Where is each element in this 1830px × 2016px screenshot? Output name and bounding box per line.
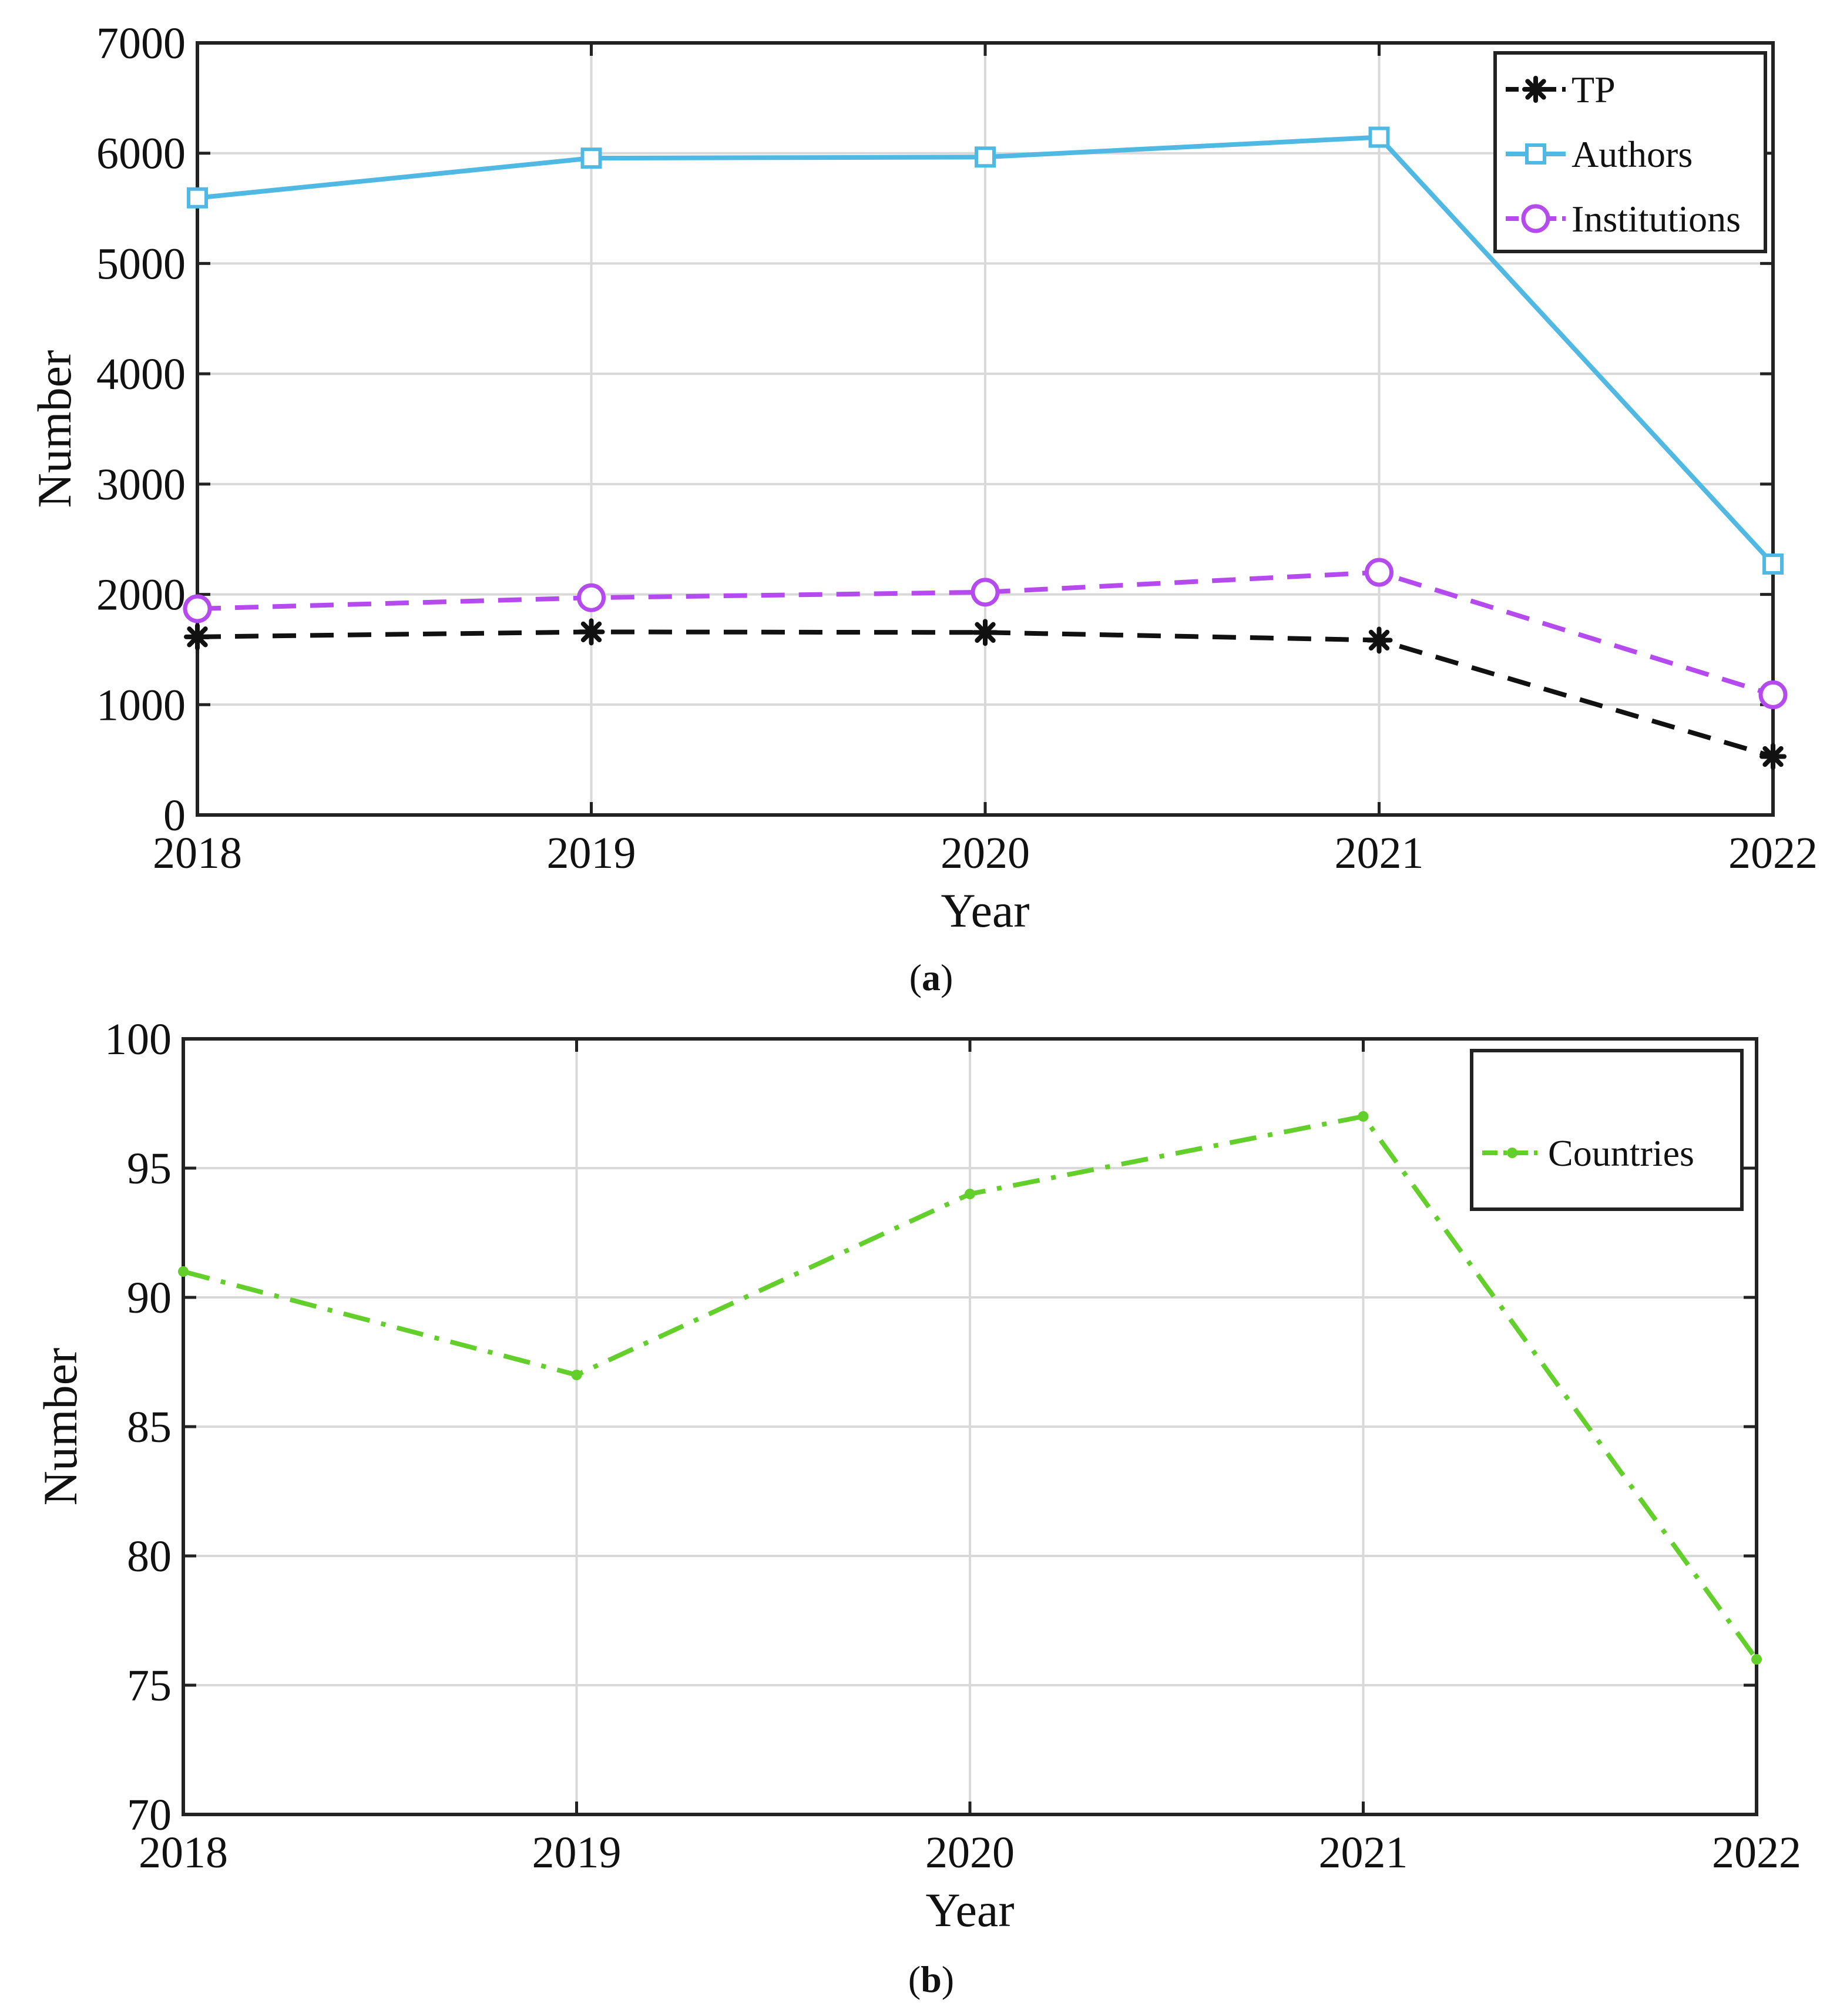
- legend-label-tp: TP: [1572, 69, 1616, 110]
- data-point-institutions: [183, 594, 212, 623]
- y-tick-label: 85: [127, 1403, 172, 1452]
- chart-a: 2018 2019 2020 2021 2022 0 1000 2000 3000 4000 500…: [28, 19, 1818, 937]
- data-point-institutions: [577, 583, 606, 612]
- data-point-tp: [577, 618, 605, 646]
- y-tick-label: 95: [127, 1144, 172, 1193]
- data-point-authors: [1368, 126, 1390, 148]
- data-point-authors: [187, 187, 208, 209]
- data-point-authors: [975, 146, 996, 168]
- data-point-institutions: [1365, 558, 1394, 587]
- caption-a-letter: a: [922, 957, 941, 998]
- y-tick-label: 6000: [96, 129, 186, 179]
- x-tick-label: 2018: [139, 1828, 228, 1877]
- data-point-tp: [184, 623, 211, 650]
- data-point-tp: [1760, 743, 1787, 770]
- data-point-countries: [178, 1266, 189, 1277]
- x-axis-title: Year: [941, 884, 1029, 937]
- caption-b: (b): [908, 1958, 954, 2000]
- data-point-countries: [1358, 1111, 1369, 1122]
- y-tick-label: 7000: [96, 19, 186, 68]
- x-tick-label: 2021: [1319, 1828, 1408, 1877]
- legend-marker-tp: [1522, 76, 1549, 103]
- y-tick-label: 80: [127, 1532, 172, 1581]
- legend-label-countries: Countries: [1548, 1132, 1694, 1174]
- series-line-tp: [197, 629, 1774, 759]
- y-axis-title: Number: [33, 1348, 87, 1506]
- y-tick-label: 100: [105, 1015, 172, 1064]
- x-tick-label: 2021: [1335, 828, 1424, 878]
- legend-label-institutions: Institutions: [1572, 198, 1741, 240]
- y-tick-label: 75: [127, 1661, 172, 1710]
- x-tick-label: 2019: [532, 1828, 622, 1877]
- legend-label-authors: Authors: [1572, 133, 1693, 175]
- data-point-authors: [580, 147, 602, 169]
- y-tick-label: 4000: [96, 350, 186, 399]
- x-tick-label: 2018: [153, 828, 242, 878]
- caption-a: (a): [909, 957, 953, 998]
- legend-box: [1470, 1049, 1744, 1211]
- x-tick-label: 2022: [1712, 1828, 1801, 1877]
- y-tick-label: 3000: [96, 460, 186, 509]
- y-tick-label: 5000: [96, 239, 186, 289]
- y-tick-label: 0: [163, 791, 186, 840]
- legend-marker-institutions: [1521, 204, 1550, 233]
- legend-marker-countries: [1507, 1148, 1517, 1158]
- chart-b: 2018 2019 2020 2021 2022 70 75 80 85 90 95 100 Year N…: [33, 1015, 1801, 1937]
- y-tick-label: 1000: [96, 680, 186, 730]
- caption-b-letter: b: [921, 1958, 942, 2000]
- y-axis-title: Number: [28, 350, 81, 508]
- data-point-institutions: [971, 578, 1000, 607]
- data-point-countries: [965, 1189, 975, 1199]
- x-axis-title: Year: [925, 1883, 1014, 1937]
- y-tick-label: 2000: [96, 571, 186, 620]
- x-tick-label: 2020: [925, 1828, 1015, 1877]
- data-point-institutions: [1758, 680, 1788, 709]
- legend: Countries: [1470, 1049, 1744, 1211]
- legend-marker-authors: [1525, 143, 1546, 165]
- data-point-countries: [571, 1370, 582, 1380]
- legend: TP Authors Institutions: [1493, 51, 1767, 253]
- data-point-authors: [1762, 553, 1784, 575]
- y-tick-label: 90: [127, 1273, 172, 1323]
- series-line-institutions: [197, 570, 1774, 697]
- x-tick-label: 2022: [1728, 828, 1818, 878]
- y-tick-label: 70: [127, 1790, 172, 1840]
- x-tick-label: 2019: [547, 828, 636, 878]
- data-point-countries: [1751, 1654, 1762, 1665]
- x-tick-label: 2020: [941, 828, 1030, 878]
- data-point-tp: [1365, 626, 1393, 654]
- data-point-tp: [972, 619, 999, 646]
